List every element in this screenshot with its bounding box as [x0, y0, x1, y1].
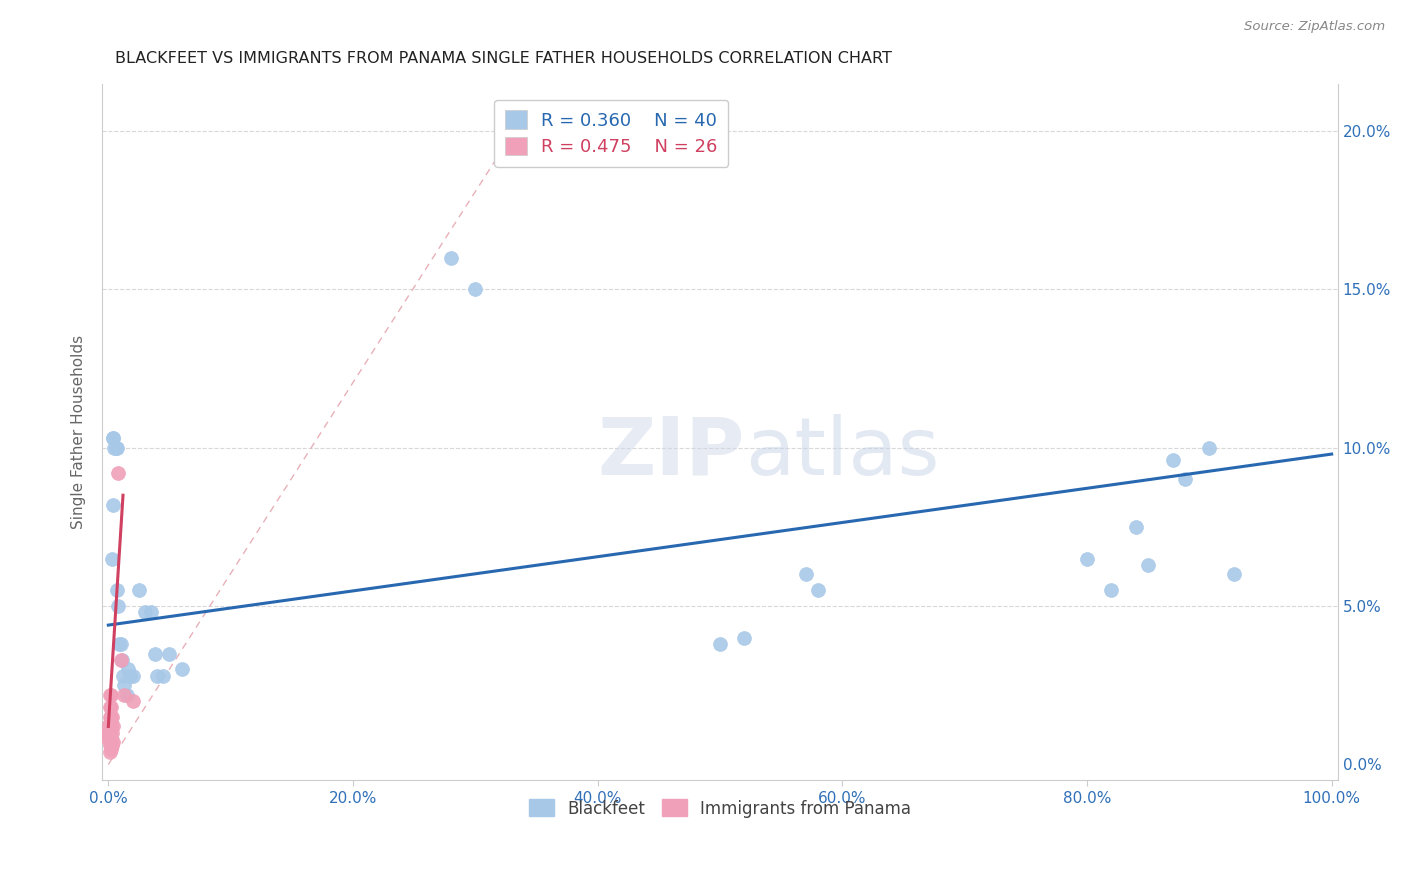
Point	[111, 669, 134, 683]
Point	[111, 653, 134, 667]
Point	[110, 653, 132, 667]
Point	[1125, 520, 1147, 534]
Point	[103, 441, 125, 455]
Point	[139, 606, 162, 620]
Point	[100, 719, 122, 733]
Point	[103, 431, 125, 445]
Point	[464, 282, 486, 296]
Y-axis label: Single Father Households: Single Father Households	[72, 334, 86, 529]
Text: atlas: atlas	[745, 414, 939, 491]
Point	[440, 251, 463, 265]
Point	[100, 732, 122, 747]
Point	[1174, 472, 1197, 486]
Point	[100, 688, 122, 702]
Point	[97, 732, 120, 747]
Point	[794, 567, 817, 582]
Point	[1076, 551, 1098, 566]
Point	[112, 688, 135, 702]
Point	[112, 678, 135, 692]
Point	[1161, 453, 1184, 467]
Point	[105, 441, 128, 455]
Point	[107, 599, 129, 613]
Point	[108, 637, 131, 651]
Point	[152, 669, 174, 683]
Point	[143, 647, 166, 661]
Point	[159, 647, 181, 661]
Point	[98, 739, 121, 753]
Point	[100, 710, 122, 724]
Point	[146, 669, 169, 683]
Point	[709, 637, 731, 651]
Point	[1223, 567, 1246, 582]
Point	[1101, 583, 1123, 598]
Point	[105, 583, 128, 598]
Point	[134, 606, 156, 620]
Legend: Blackfeet, Immigrants from Panama: Blackfeet, Immigrants from Panama	[522, 793, 918, 824]
Point	[101, 710, 124, 724]
Point	[117, 663, 139, 677]
Point	[98, 745, 121, 759]
Point	[103, 719, 125, 733]
Point	[733, 631, 755, 645]
Point	[101, 739, 124, 753]
Point	[103, 735, 125, 749]
Point	[128, 583, 150, 598]
Point	[98, 716, 121, 731]
Point	[110, 637, 132, 651]
Point	[100, 700, 122, 714]
Text: BLACKFEET VS IMMIGRANTS FROM PANAMA SINGLE FATHER HOUSEHOLDS CORRELATION CHART: BLACKFEET VS IMMIGRANTS FROM PANAMA SING…	[114, 51, 891, 66]
Point	[98, 700, 121, 714]
Point	[98, 688, 121, 702]
Point	[98, 732, 121, 747]
Point	[120, 669, 142, 683]
Point	[97, 726, 120, 740]
Point	[103, 498, 125, 512]
Point	[121, 694, 143, 708]
Text: ZIP: ZIP	[598, 414, 745, 491]
Text: Source: ZipAtlas.com: Source: ZipAtlas.com	[1244, 20, 1385, 33]
Point	[170, 663, 193, 677]
Point	[107, 466, 129, 480]
Point	[101, 726, 124, 740]
Point	[121, 669, 143, 683]
Point	[97, 719, 120, 733]
Point	[98, 726, 121, 740]
Point	[98, 710, 121, 724]
Point	[100, 741, 122, 756]
Point	[115, 688, 138, 702]
Point	[807, 583, 830, 598]
Point	[103, 431, 125, 445]
Point	[101, 551, 124, 566]
Point	[1198, 441, 1220, 455]
Point	[104, 441, 127, 455]
Point	[1137, 558, 1160, 572]
